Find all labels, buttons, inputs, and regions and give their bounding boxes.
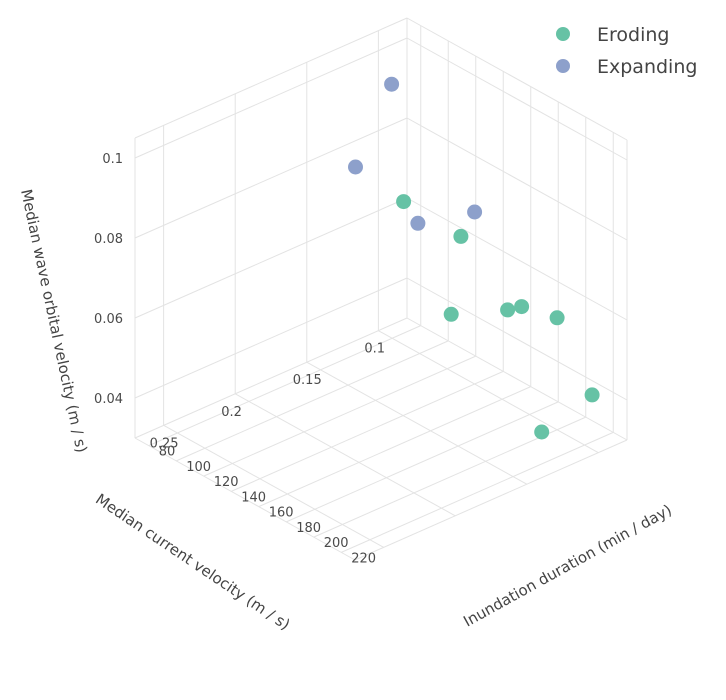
box-edge <box>406 317 628 441</box>
y-tick-label: 0.2 <box>221 405 242 420</box>
point-eroding[interactable] <box>549 310 565 326</box>
legend-marker-expanding <box>556 59 570 73</box>
box-edge <box>406 17 628 141</box>
x-tick-label: 200 <box>324 536 349 551</box>
legend: Eroding Expanding <box>556 24 697 78</box>
box-edge <box>354 439 628 561</box>
legend-item-eroding[interactable]: Eroding <box>556 24 669 46</box>
floor-grid-line <box>176 340 449 462</box>
x-tick-label: 120 <box>214 475 239 490</box>
floor-grid-line <box>286 401 559 523</box>
x-tick-label: 160 <box>269 506 294 521</box>
floor-grid-line <box>258 386 531 508</box>
point-eroding[interactable] <box>584 387 600 403</box>
x-tick-label: 80 <box>159 445 176 460</box>
point-eroding[interactable] <box>534 424 550 440</box>
wall-grid-line <box>134 37 408 159</box>
point-eroding[interactable] <box>500 302 516 318</box>
floor-grid-line <box>306 361 528 485</box>
axis-titles: Inundation duration (min / day) Median c… <box>17 188 675 634</box>
x-tick-label: 180 <box>296 521 321 536</box>
wall-grid-line <box>406 197 628 321</box>
x-tick-label: 140 <box>241 490 266 505</box>
z-tick-label: 0.1 <box>102 152 123 167</box>
y-axis-title: Median current velocity (m / s) <box>92 490 293 634</box>
legend-label-expanding: Expanding <box>597 56 697 78</box>
box-edge <box>134 317 408 439</box>
data-points <box>348 76 600 440</box>
floor-grid-line <box>163 424 384 548</box>
point-expanding[interactable] <box>467 204 483 220</box>
floor-grid-line <box>231 370 504 492</box>
legend-marker-eroding <box>556 27 570 41</box>
legend-item-expanding[interactable]: Expanding <box>556 56 697 78</box>
legend-label-eroding: Eroding <box>597 24 669 46</box>
z-tick-label: 0.04 <box>94 392 123 407</box>
floor-grid-line <box>341 431 614 553</box>
x-tick-label: 100 <box>186 460 211 475</box>
x-tick-label: 220 <box>351 551 376 566</box>
y-tick-label: 0.1 <box>364 342 385 357</box>
point-expanding[interactable] <box>410 215 426 231</box>
y-tick-label: 0.15 <box>293 373 322 388</box>
wall-grid-line <box>134 117 408 239</box>
wall-grid-line <box>406 37 628 161</box>
wall-grid-line <box>406 277 628 401</box>
floor-grid-line <box>234 393 456 517</box>
floor-grid-line <box>378 330 599 454</box>
z-tick-label: 0.08 <box>94 232 123 247</box>
floor-grid-line <box>148 325 421 447</box>
wall-grid-line <box>134 197 408 319</box>
point-eroding[interactable] <box>443 306 459 322</box>
point-eroding[interactable] <box>396 194 412 210</box>
box-edge <box>134 17 408 139</box>
wall-grid-line <box>134 277 408 399</box>
point-eroding[interactable] <box>514 299 530 315</box>
grid-lines <box>134 17 628 561</box>
point-expanding[interactable] <box>348 159 363 175</box>
z-tick-label: 0.06 <box>94 312 123 327</box>
y-tick-label: 0.25 <box>150 436 179 451</box>
box-edge <box>134 437 356 561</box>
wall-grid-line <box>406 117 628 241</box>
x-axis-title: Inundation duration (min / day) <box>460 501 674 631</box>
point-expanding[interactable] <box>384 76 400 92</box>
z-axis-title: Median wave orbital velocity (m / s) <box>17 188 90 455</box>
point-eroding[interactable] <box>453 228 469 244</box>
floor-grid-line <box>203 355 476 477</box>
